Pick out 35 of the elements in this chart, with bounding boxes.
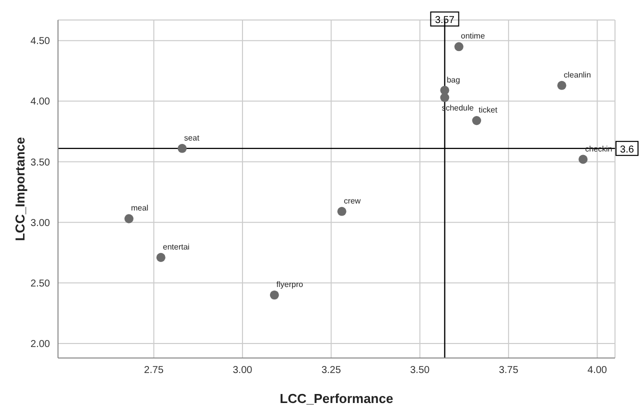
annotation: meal bbox=[130, 204, 149, 213]
y-tick-label: 3.50 bbox=[30, 157, 50, 168]
ref-line-label: 3.57 bbox=[434, 15, 455, 26]
point bbox=[337, 206, 346, 216]
point bbox=[178, 144, 187, 153]
annotation: ticket bbox=[478, 106, 498, 115]
point bbox=[270, 290, 279, 300]
annotation: bag bbox=[446, 75, 460, 84]
y-tick-label: 4.00 bbox=[30, 96, 50, 108]
annotation: entertai bbox=[162, 242, 190, 252]
annotation: seat bbox=[184, 133, 200, 142]
point bbox=[472, 116, 482, 126]
y-axis-title: LCC_Importance bbox=[12, 136, 28, 242]
x-tick-label: 3.75 bbox=[498, 365, 519, 376]
ref-line-label: 3.6 bbox=[620, 144, 634, 156]
point bbox=[440, 93, 450, 102]
point bbox=[578, 154, 588, 164]
annotation: ontime bbox=[460, 32, 486, 41]
x-tick-label: 2.75 bbox=[144, 365, 164, 376]
point bbox=[454, 42, 464, 52]
point bbox=[124, 214, 134, 224]
annotation: flyerpro bbox=[276, 280, 304, 290]
x-axis-title: LCC_Performance bbox=[280, 391, 394, 406]
annotation: cleanlin bbox=[564, 70, 591, 80]
x-tick-label: 3.00 bbox=[232, 365, 253, 376]
x-tick-label: 3.25 bbox=[321, 365, 342, 376]
x-tick-label: 4.00 bbox=[588, 365, 608, 376]
y-tick-label: 3.00 bbox=[30, 218, 50, 229]
annotation: crew bbox=[344, 196, 361, 206]
x-tick-label: 3.50 bbox=[410, 365, 430, 376]
y-tick-label: 4.50 bbox=[30, 36, 50, 48]
y-tick-label: 2.00 bbox=[30, 339, 50, 350]
point bbox=[557, 80, 566, 90]
y-tick-label: 2.50 bbox=[30, 278, 50, 290]
point bbox=[156, 252, 166, 262]
